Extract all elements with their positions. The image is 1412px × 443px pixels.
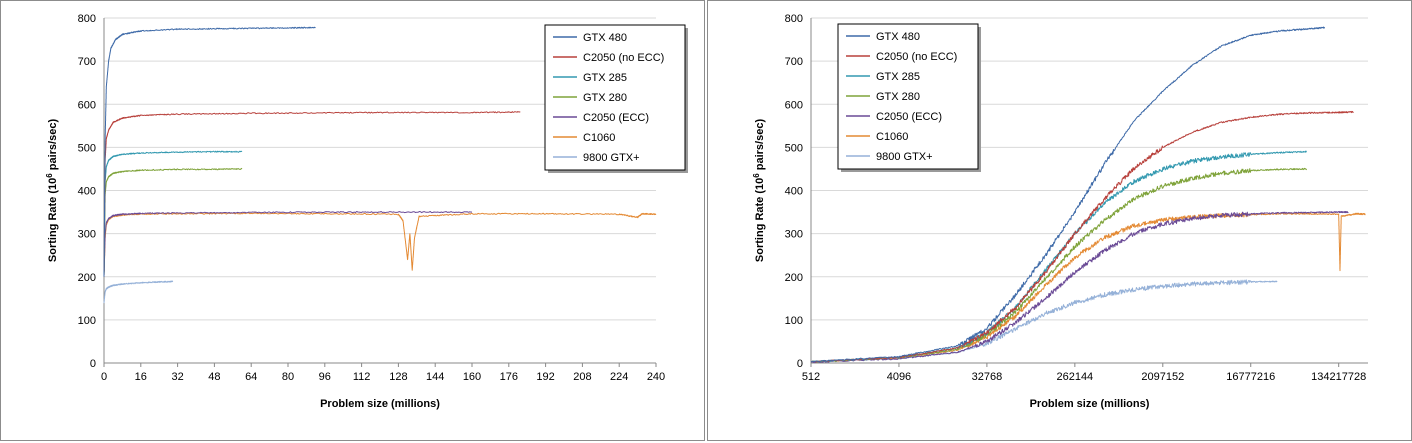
y-tick-label: 600	[78, 99, 96, 111]
legend-entry: C1060	[583, 132, 615, 144]
legend-entry: GTX 285	[876, 71, 920, 83]
series-line-gtx-280	[810, 167, 1308, 363]
series-line-c1060	[103, 212, 657, 277]
y-axis-title-superscript: 6	[752, 173, 761, 178]
y-tick-label: 800	[785, 13, 803, 25]
chart-right-svg: 0 100 200 300 400 500 600 700 800 512 4096 32768 262…	[752, 13, 1368, 410]
series-line-gtx-480	[103, 26, 316, 277]
y-axis-title-part: pairs/sec)	[754, 119, 766, 174]
chart-left-svg: 0 100 200 300 400 500 600 700 800 0 16 32 48 64 80 96 11…	[45, 13, 688, 410]
series-line-gtx-280	[103, 167, 243, 277]
x-axis-title: Problem size (millions)	[1030, 398, 1150, 410]
y-axis-title-part: Sorting Rate (10	[754, 178, 766, 262]
x-tick-label: 48	[208, 371, 220, 383]
x-axis-title: Problem size (millions)	[320, 398, 440, 410]
x-tick-label: 176	[500, 371, 518, 383]
series-line-c2050-no-ecc	[103, 111, 521, 277]
series-line-c2050-ecc	[103, 211, 473, 277]
x-tick-label: 128	[389, 371, 407, 383]
legend-entry: GTX 280	[583, 92, 627, 104]
chart-panel-right: 0 100 200 300 400 500 600 700 800 512 4096 32768 262…	[707, 0, 1412, 441]
y-tick-label: 0	[797, 358, 803, 370]
legend-entry: 9800 GTX+	[876, 151, 933, 163]
y-tick-label: 700	[78, 56, 96, 68]
series-line-gtx-285	[103, 150, 243, 277]
legend-entry: C2050 (no ECC)	[583, 52, 664, 64]
series-line-c2050-ecc	[810, 210, 1349, 364]
legend-entry: GTX 480	[876, 31, 920, 43]
legend-entry: C2050 (ECC)	[876, 111, 942, 123]
x-tick-label: 32768	[972, 371, 1003, 383]
x-tick-label: 160	[463, 371, 481, 383]
series-line-c2050-no-ecc	[810, 110, 1354, 363]
y-tick-label: 100	[785, 315, 803, 327]
y-tick-label: 500	[78, 142, 96, 154]
legend-entry: C2050 (no ECC)	[876, 51, 957, 63]
y-axis-title-superscript: 6	[45, 173, 54, 178]
legend-box	[837, 23, 979, 170]
x-tick-label: 96	[319, 371, 331, 383]
series-line-gtx-480	[810, 26, 1325, 363]
x-tick-label: 4096	[887, 371, 911, 383]
series-line-9800-gtx	[103, 280, 174, 304]
x-tick-label: 144	[426, 371, 444, 383]
y-tick-label: 100	[78, 315, 96, 327]
x-tick-label: 80	[282, 371, 294, 383]
y-tick-label: 300	[785, 229, 803, 241]
legend-entry: GTX 285	[583, 72, 627, 84]
y-tick-label: 400	[78, 186, 96, 198]
y-tick-label: 200	[785, 272, 803, 284]
y-axis-title-part: Sorting Rate (10	[47, 178, 59, 262]
chart-panel-left: 0 100 200 300 400 500 600 700 800 0 16 32 48 64 80 96 11…	[0, 0, 705, 441]
series-line-c1060	[810, 212, 1366, 363]
y-axis-title: Sorting Rate (106 pairs/sec)	[752, 119, 767, 263]
legend-entry: GTX 480	[583, 32, 627, 44]
x-tick-label: 112	[353, 371, 371, 383]
y-tick-label: 0	[90, 358, 96, 370]
y-tick-label: 500	[785, 142, 803, 154]
y-tick-label: 200	[78, 272, 96, 284]
x-tick-label: 192	[536, 371, 554, 383]
x-tick-label: 32	[171, 371, 183, 383]
legend-entry: 9800 GTX+	[583, 152, 640, 164]
x-tick-label: 2097152	[1141, 371, 1184, 383]
y-tick-label: 700	[785, 56, 803, 68]
series-line-9800-gtx	[810, 279, 1278, 363]
series-line-gtx-285	[810, 150, 1307, 363]
legend-entry: C2050 (ECC)	[583, 112, 649, 124]
x-tick-label: 208	[573, 371, 591, 383]
y-axis-title: Sorting Rate (106 pairs/sec)	[45, 119, 60, 263]
x-tick-label: 134217728	[1311, 371, 1366, 383]
x-tick-label: 0	[101, 371, 107, 383]
y-tick-label: 600	[785, 99, 803, 111]
x-tick-label: 224	[610, 371, 628, 383]
x-tick-label: 16777216	[1226, 371, 1275, 383]
x-tick-label: 262144	[1056, 371, 1093, 383]
y-tick-label: 800	[78, 13, 96, 25]
x-tick-label: 512	[802, 371, 820, 383]
y-axis-title-part: pairs/sec)	[47, 119, 59, 174]
y-tick-label: 300	[78, 229, 96, 241]
x-tick-label: 64	[245, 371, 257, 383]
y-tick-label: 400	[785, 186, 803, 198]
x-tick-label: 240	[647, 371, 665, 383]
legend-entry: GTX 280	[876, 91, 920, 103]
x-tick-label: 16	[135, 371, 147, 383]
legend-entry: C1060	[876, 131, 908, 143]
